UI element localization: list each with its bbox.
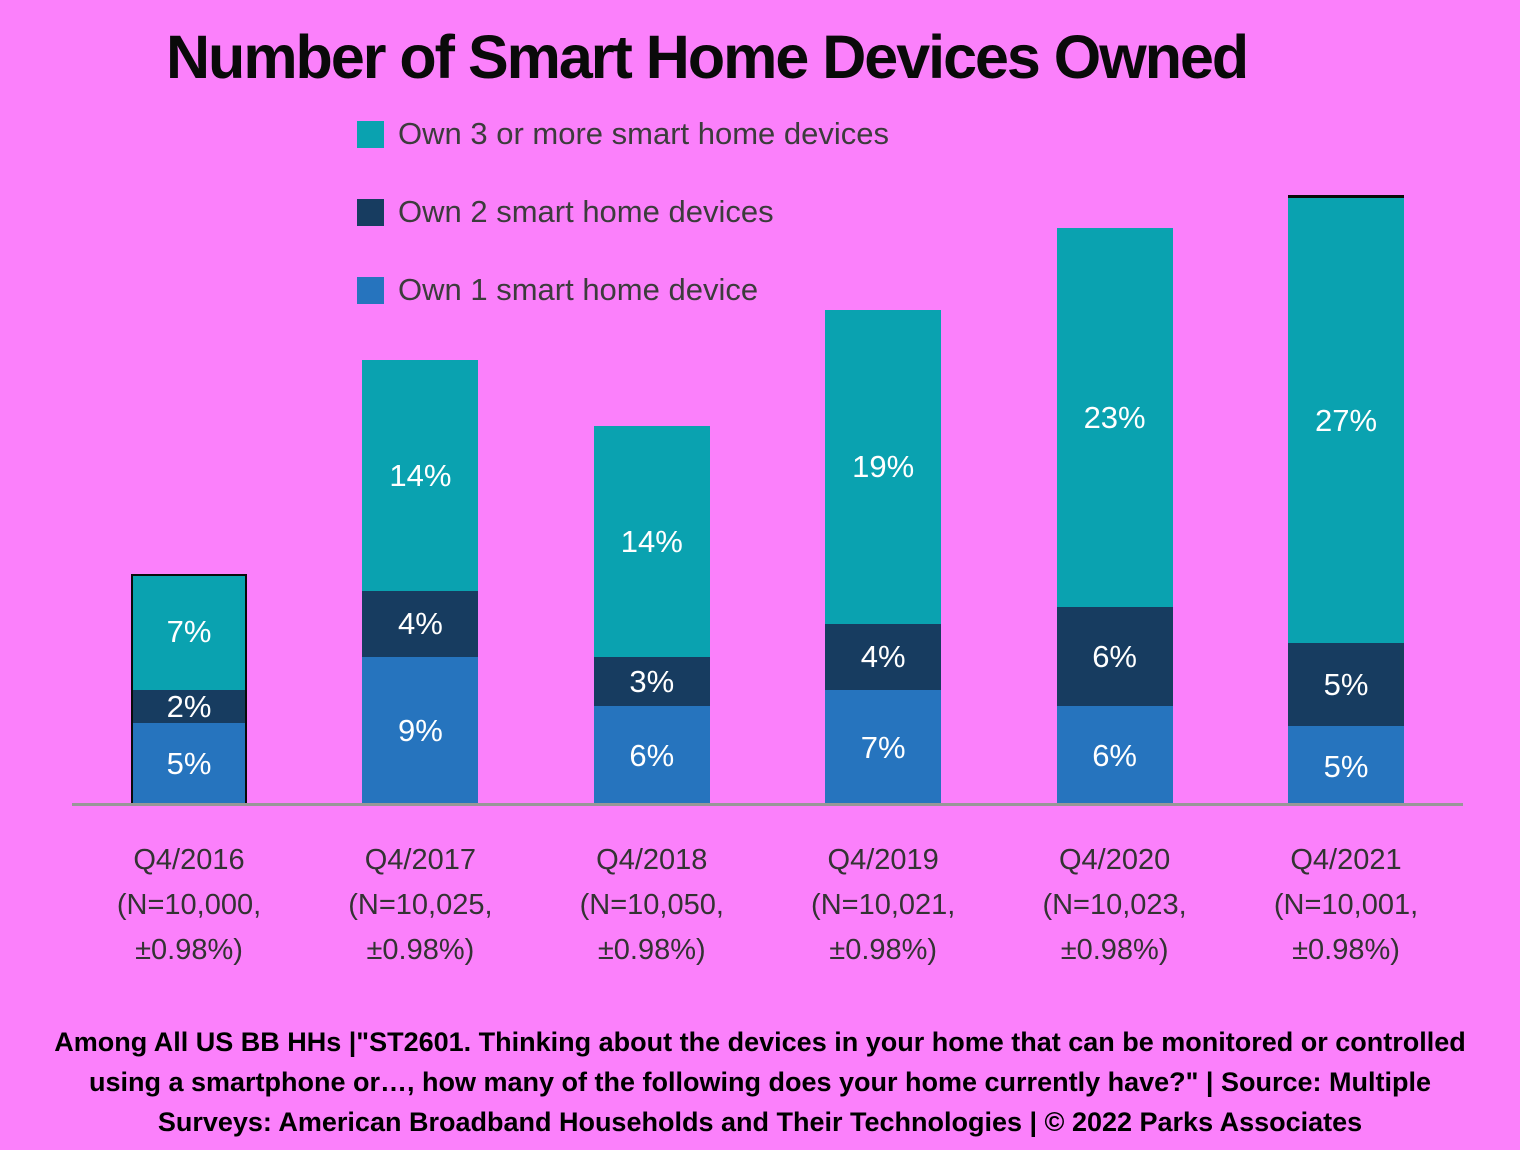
x-tick-line: (N=10,050, <box>579 889 724 921</box>
segment-own-3-or-more-smart-home-devices-q4-2016: 7% <box>131 574 247 690</box>
segment-own-1-smart-home-device-q4-2016: 5% <box>131 722 247 805</box>
x-tick-line: Q4/2016 <box>133 844 245 876</box>
segment-own-1-smart-home-device-q4-2017: 9% <box>362 656 479 805</box>
segment-value-label: 6% <box>629 738 675 773</box>
x-tick-line: (N=10,025, <box>348 889 493 921</box>
segment-own-2-smart-home-devices-q4-2018: 3% <box>593 656 710 706</box>
x-tick-line: Q4/2020 <box>1058 844 1171 876</box>
x-tick-line: ±0.98%) <box>829 934 938 966</box>
legend-label-own-2: Own 2 smart home devices <box>398 194 774 229</box>
legend-item-own-2: Own 2 smart home devices <box>357 194 889 229</box>
x-tick-q4-2021: Q4/2021 (N=10,001, ±0.98%) <box>1226 838 1466 973</box>
x-tick-line: Q4/2019 <box>827 844 939 876</box>
bar-q4-2021: 27% 5% 5% <box>1288 194 1404 805</box>
chart-title: Number of Smart Home Devices Owned <box>166 23 1249 91</box>
segment-own-2-smart-home-devices-q4-2020: 6% <box>1056 607 1173 706</box>
x-tick-line: (N=10,023, <box>1042 889 1187 921</box>
segment-value-label: 6% <box>1092 738 1137 773</box>
segment-value-label: 9% <box>397 713 443 749</box>
segment-value-label: 23% <box>1083 399 1146 435</box>
segment-own-2-smart-home-devices-q4-2019: 4% <box>825 623 942 690</box>
x-tick-line: ±0.98%) <box>1060 934 1169 966</box>
segment-value-label: 4% <box>397 606 443 641</box>
legend-swatch-teal-icon <box>357 120 384 148</box>
source-note-line-2: using a smartphone or…, how many of the … <box>88 1067 1431 1097</box>
bar-q4-2019: 19% 4% 7% <box>825 310 942 805</box>
source-note-line-1: Among All US BB HHs |"ST2601. Thinking a… <box>54 1027 1466 1057</box>
segment-own-1-smart-home-device-q4-2021: 5% <box>1288 725 1404 805</box>
segment-value-label: 5% <box>166 746 212 782</box>
segment-own-3-or-more-smart-home-devices-q4-2017: 14% <box>362 359 479 591</box>
segment-own-3-or-more-smart-home-devices-q4-2021: 27% <box>1288 197 1404 643</box>
x-tick-line: ±0.98%) <box>1292 934 1400 966</box>
segment-value-label: 14% <box>389 457 452 493</box>
legend: Own 3 or more smart home devices Own 2 s… <box>357 116 890 352</box>
x-tick-line: Q4/2018 <box>596 844 708 876</box>
x-tick-line: Q4/2021 <box>1290 844 1402 876</box>
x-tick-line: (N=10,001, <box>1273 889 1419 921</box>
segment-value-label: 5% <box>1323 666 1369 702</box>
source-note-line-3: Surveys: American Broadband Households a… <box>157 1107 1363 1137</box>
segment-value-label: 4% <box>860 639 906 674</box>
segment-own-2-smart-home-devices-q4-2021: 5% <box>1288 643 1404 726</box>
segment-own-1-smart-home-device-q4-2018: 6% <box>593 706 710 805</box>
segment-value-label: 5% <box>1323 749 1369 785</box>
segment-own-3-or-more-smart-home-devices-q4-2019: 19% <box>825 310 942 624</box>
x-tick-q4-2018: Q4/2018 (N=10,050, ±0.98%) <box>532 838 772 973</box>
segment-own-2-smart-home-devices-q4-2016: 2% <box>131 688 247 724</box>
legend-item-own-3-plus: Own 3 or more smart home devices <box>357 116 890 151</box>
segment-value-label: 19% <box>852 449 915 485</box>
legend-label-own-1: Own 1 smart home device <box>398 272 759 307</box>
segment-own-3-or-more-smart-home-devices-q4-2018: 14% <box>593 425 710 657</box>
x-tick-q4-2019: Q4/2019 (N=10,021, ±0.98%) <box>763 838 1003 973</box>
segment-own-1-smart-home-device-q4-2019: 7% <box>825 689 942 805</box>
source-note: Among All US BB HHs |"ST2601. Thinking a… <box>0 1022 1520 1142</box>
x-axis-line <box>72 803 1463 806</box>
x-tick-line: ±0.98%) <box>135 934 243 966</box>
segment-own-3-or-more-smart-home-devices-q4-2020: 23% <box>1056 227 1173 607</box>
legend-label-own-3-plus: Own 3 or more smart home devices <box>398 116 890 151</box>
x-tick-line: ±0.98%) <box>366 934 475 966</box>
x-tick-line: (N=10,021, <box>811 889 956 921</box>
legend-item-own-1: Own 1 smart home device <box>357 272 889 307</box>
segment-value-label: 7% <box>860 729 906 765</box>
legend-swatch-navy-icon <box>357 198 384 226</box>
x-tick-line: ±0.98%) <box>597 934 706 966</box>
segment-value-label: 14% <box>620 523 683 559</box>
bar-q4-2016: 7% 2% 5% <box>131 574 247 805</box>
legend-swatch-blue-icon <box>357 276 384 304</box>
bar-q4-2018: 14% 3% 6% <box>593 425 710 805</box>
segment-value-label: 6% <box>1092 639 1137 674</box>
segment-value-label: 27% <box>1314 402 1378 438</box>
x-tick-q4-2016: Q4/2016 (N=10,000, ±0.98%) <box>69 838 309 973</box>
x-tick-q4-2017: Q4/2017 (N=10,025, ±0.98%) <box>300 838 540 973</box>
segment-value-label: 7% <box>166 614 212 650</box>
x-tick-q4-2020: Q4/2020 (N=10,023, ±0.98%) <box>995 838 1235 973</box>
segment-own-1-smart-home-device-q4-2020: 6% <box>1056 706 1173 805</box>
segment-value-label: 2% <box>166 688 212 724</box>
x-tick-line: (N=10,000, <box>116 889 262 921</box>
bar-q4-2020: 23% 6% 6% <box>1056 227 1173 805</box>
segment-own-2-smart-home-devices-q4-2017: 4% <box>362 590 479 657</box>
bar-q4-2017: 14% 4% 9% <box>362 359 479 805</box>
x-tick-line: Q4/2017 <box>364 844 477 876</box>
segment-value-label: 3% <box>629 663 675 699</box>
